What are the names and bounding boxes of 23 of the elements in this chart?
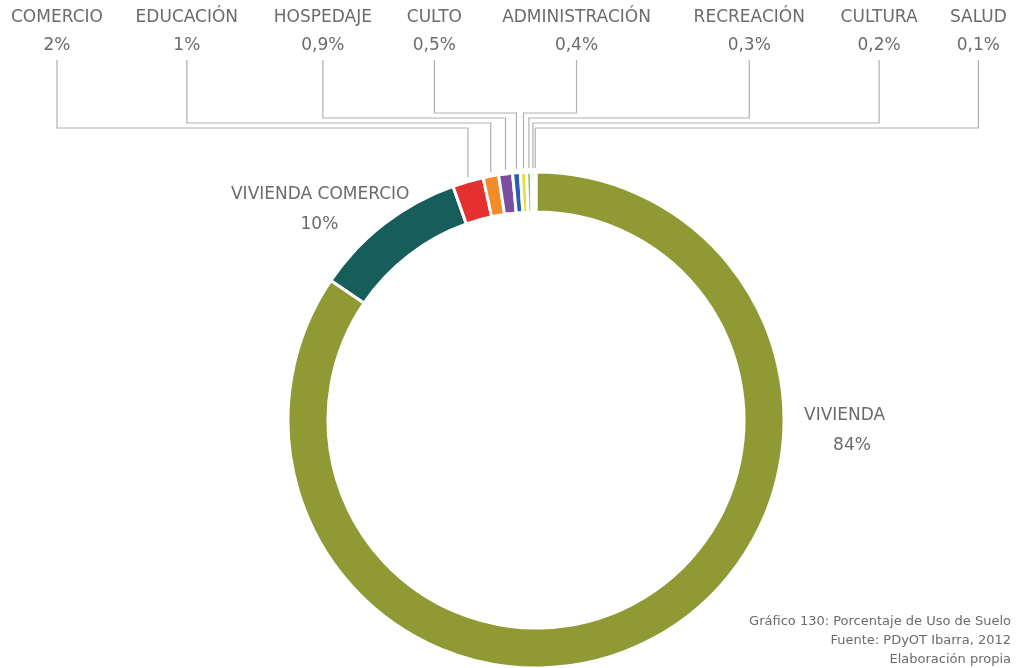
slice-label: CULTURA <box>840 6 918 26</box>
data-label: 0,4% <box>554 34 599 54</box>
text: Gráfico 130: Porcentaje de Uso de Suelo <box>749 612 1011 630</box>
slice-label: CULTO <box>406 6 462 26</box>
data-label: 0,3% <box>727 34 771 54</box>
data-label: 0,5% <box>412 34 456 54</box>
slice-label: VIVIENDA COMERCIO <box>230 182 410 203</box>
slice-label: SALUD <box>949 6 1007 26</box>
data-label: 84% <box>833 434 871 454</box>
slice-label: RECREACIÓN <box>693 5 805 26</box>
slice-label: COMERCIO <box>11 6 103 26</box>
slice-label: EDUCACIÓN <box>135 5 239 26</box>
data-label: 2% <box>43 34 71 54</box>
data-label: 0,2% <box>857 34 901 54</box>
text: Elaboración propia <box>888 650 1011 668</box>
data-label: 1% <box>173 34 201 54</box>
slice-label: ADMINISTRACIÓN <box>502 5 651 26</box>
slice-label: HOSPEDAJE <box>273 6 372 26</box>
data-label: 0,1% <box>956 34 1000 54</box>
source-note: Fuente: PDyOT Ibarra, 2012 <box>829 631 1011 649</box>
data-label: 0,9% <box>301 34 345 54</box>
data-label: 10% <box>300 212 339 233</box>
slice-label: VIVIENDA <box>804 404 886 424</box>
